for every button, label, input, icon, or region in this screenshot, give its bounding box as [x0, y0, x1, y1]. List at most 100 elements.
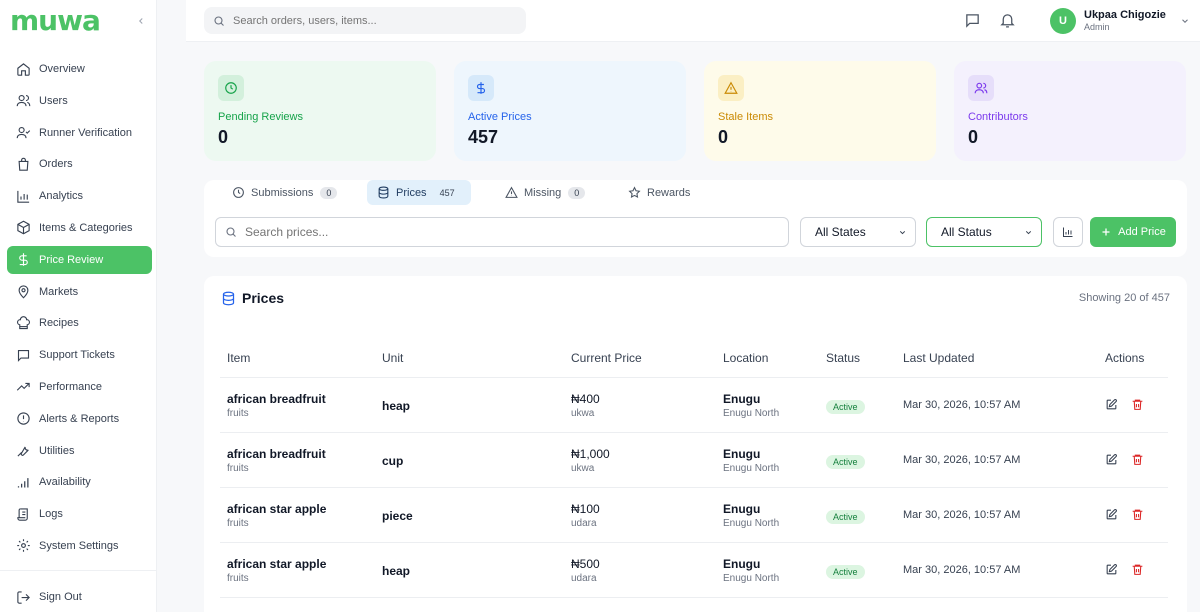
sidebar-item-support-tickets[interactable]: Support Tickets [7, 341, 152, 369]
stat-card-contributors: Contributors 0 [954, 61, 1186, 161]
wrench-icon [17, 446, 29, 457]
sidebar-item-label: Users [39, 94, 68, 107]
price-cell: ₦1,000 ukwa [571, 447, 610, 474]
unit-cell: heap [382, 399, 411, 413]
item-category: fruits [227, 573, 249, 584]
item-name: african star apple [227, 502, 327, 516]
col-header-item[interactable]: Item [227, 351, 251, 365]
col-header-current-price[interactable]: Current Price [571, 351, 642, 365]
stat-icon-wrap [218, 75, 244, 101]
state-select[interactable]: All States [800, 217, 916, 247]
search-icon [214, 15, 224, 26]
table-title-text: Prices [242, 290, 285, 306]
status-badge: Active [826, 565, 865, 579]
tab-submissions[interactable]: Submissions 0 [222, 180, 347, 205]
sidebar-item-alerts-reports[interactable]: Alerts & Reports [7, 405, 152, 433]
status-select-value: All Status [941, 225, 992, 239]
col-header-actions: Actions [1105, 351, 1145, 365]
edit-icon[interactable] [1105, 398, 1119, 412]
sidebar-item-price-review[interactable]: Price Review [7, 245, 152, 274]
item-category: fruits [227, 408, 249, 419]
stat-value: 0 [218, 127, 229, 147]
user-menu[interactable]: U Ukpaa Chigozie Admin [1050, 8, 1190, 34]
add-price-label: Add Price [1118, 226, 1166, 238]
delete-icon[interactable] [1131, 563, 1145, 577]
sign-out-button[interactable]: Sign Out [7, 583, 152, 611]
tab-rewards[interactable]: Rewards [618, 180, 700, 205]
price-search-input[interactable] [245, 225, 775, 239]
signal-icon [17, 477, 29, 488]
sidebar-item-users[interactable]: Users [7, 87, 152, 115]
price-value: ₦500 [571, 557, 600, 571]
stat-card-pending-reviews: Pending Reviews 0 [204, 61, 436, 161]
scroll-icon [17, 507, 28, 521]
edit-icon[interactable] [1105, 453, 1119, 467]
location-state: Enugu [723, 447, 761, 461]
add-price-button[interactable]: Add Price [1090, 217, 1176, 247]
logo-row: muwa [10, 6, 150, 36]
price-cell: ₦500 udara [571, 557, 600, 584]
alert-triangle-icon [724, 81, 738, 94]
table-row: african star apple fruits heap ₦500 udar… [220, 543, 1168, 598]
collapse-sidebar-icon[interactable] [132, 12, 150, 30]
delete-icon[interactable] [1131, 453, 1145, 467]
sidebar-item-items-categories[interactable]: Items & Categories [7, 214, 152, 242]
database-icon [378, 186, 389, 199]
tab-count-badge: 0 [320, 186, 338, 199]
stat-label: Pending Reviews [218, 111, 303, 123]
messages-icon[interactable] [964, 12, 982, 30]
sidebar-item-performance[interactable]: Performance [7, 373, 152, 401]
edit-icon[interactable] [1105, 563, 1119, 577]
sidebar-item-label: Overview [39, 63, 85, 75]
sidebar-item-system-settings[interactable]: System Settings [7, 532, 152, 560]
status-select[interactable]: All Status [926, 217, 1042, 247]
stat-card-active-prices: Active Prices 457 [454, 61, 686, 161]
users-icon [16, 95, 31, 107]
price-value: ₦1,000 [571, 447, 610, 461]
stat-label: Contributors [968, 111, 1028, 123]
sidebar-item-runner-verification[interactable]: Runner Verification [7, 119, 152, 147]
unit-cell: heap [382, 564, 411, 578]
col-header-status[interactable]: Status [826, 351, 861, 365]
item-name: african breadfruit [227, 447, 326, 461]
tabs-filters-panel: Submissions 0 Prices 457 Missing 0 Rewar… [204, 180, 1187, 257]
stat-icon-wrap [718, 75, 744, 101]
sidebar-item-analytics[interactable]: Analytics [7, 182, 152, 210]
edit-icon[interactable] [1105, 508, 1119, 522]
sidebar-item-label: System Settings [39, 539, 119, 552]
col-header-location[interactable]: Location [723, 351, 769, 365]
sidebar-item-label: Markets [39, 285, 79, 298]
bar-chart-icon [17, 190, 30, 203]
sidebar-item-orders[interactable]: Orders [7, 150, 152, 178]
delete-icon[interactable] [1131, 508, 1145, 522]
sidebar-item-logs[interactable]: Logs [7, 500, 152, 528]
tab-missing[interactable]: Missing 0 [495, 180, 595, 205]
notifications-bell-icon[interactable] [999, 12, 1017, 30]
database-icon [222, 291, 235, 305]
sidebar-item-markets[interactable]: Markets [7, 278, 152, 306]
delete-icon[interactable] [1131, 398, 1145, 412]
gear-icon [17, 539, 30, 553]
col-header-last-updated[interactable]: Last Updated [903, 351, 975, 365]
tab-label: Prices [396, 186, 427, 199]
last-updated-cell: Mar 30, 2026, 10:57 AM [903, 399, 1021, 411]
tab-label: Submissions [251, 186, 314, 199]
price-search[interactable] [215, 217, 789, 247]
sidebar-item-label: Analytics [39, 190, 84, 203]
tab-count-badge: 457 [439, 187, 455, 198]
chart-view-button[interactable] [1053, 217, 1083, 247]
sidebar-item-label: Performance [39, 380, 102, 393]
col-header-unit[interactable]: Unit [382, 351, 404, 365]
global-search-input[interactable] [233, 14, 513, 27]
location-lga: Enugu North [723, 518, 780, 529]
sidebar-item-overview[interactable]: Overview [7, 55, 152, 83]
global-search[interactable] [204, 7, 526, 34]
price-variant: ukwa [571, 463, 595, 474]
sidebar-item-availability[interactable]: Availability [7, 468, 152, 496]
sidebar-item-utilities[interactable]: Utilities [7, 437, 152, 465]
tab-prices[interactable]: Prices 457 [367, 180, 471, 205]
sidebar-item-recipes[interactable]: Recipes [7, 309, 152, 337]
muwa-logo[interactable]: muwa [10, 4, 101, 37]
location-state: Enugu [723, 392, 761, 406]
table-row: african breadfruit fruits heap ₦400 ukwa… [220, 378, 1168, 433]
